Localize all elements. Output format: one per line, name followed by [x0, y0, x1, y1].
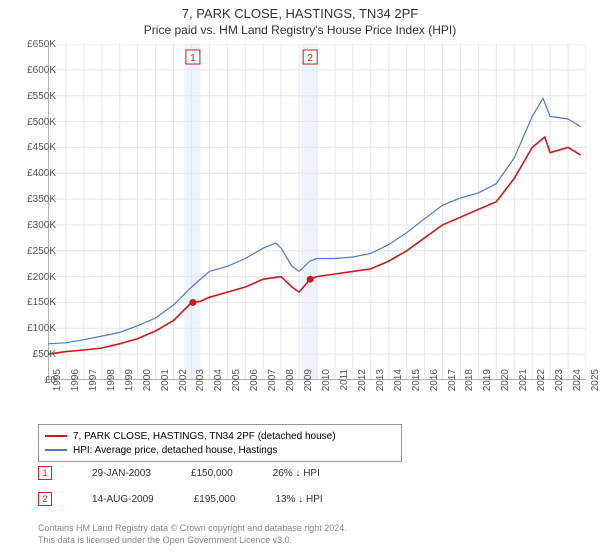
- x-tick-label: 1998: [106, 369, 117, 399]
- x-tick-label: 2017: [447, 369, 458, 399]
- footer: Contains HM Land Registry data © Crown c…: [38, 522, 347, 546]
- x-tick-label: 2015: [411, 369, 422, 399]
- x-tick-label: 1995: [52, 369, 63, 399]
- footer-licence: This data is licensed under the Open Gov…: [38, 534, 347, 546]
- y-tick-label: £600K: [16, 65, 56, 76]
- x-tick-label: 2023: [554, 369, 565, 399]
- x-tick-label: 2010: [321, 369, 332, 399]
- legend: 7, PARK CLOSE, HASTINGS, TN34 2PF (detac…: [38, 424, 402, 462]
- x-tick-label: 2000: [142, 369, 153, 399]
- legend-item-price-paid: 7, PARK CLOSE, HASTINGS, TN34 2PF (detac…: [45, 429, 395, 443]
- y-tick-label: £100K: [16, 323, 56, 334]
- x-tick-label: 2007: [267, 369, 278, 399]
- sale-price: £195,000: [194, 494, 236, 505]
- x-tick-label: 2018: [464, 369, 475, 399]
- x-tick-label: 2022: [536, 369, 547, 399]
- x-tick-label: 2025: [590, 369, 600, 399]
- sale-price: £150,000: [191, 468, 233, 479]
- x-tick-label: 2013: [375, 369, 386, 399]
- x-tick-label: 2003: [195, 369, 206, 399]
- sale-badge-icon: 1: [38, 466, 52, 480]
- y-tick-label: £300K: [16, 220, 56, 231]
- x-tick-label: 2008: [285, 369, 296, 399]
- chart-container: 7, PARK CLOSE, HASTINGS, TN34 2PF Price …: [0, 0, 600, 560]
- legend-label: HPI: Average price, detached house, Hast…: [73, 445, 277, 456]
- x-tick-label: 1997: [88, 369, 99, 399]
- x-tick-label: 2021: [518, 369, 529, 399]
- y-tick-label: £150K: [16, 297, 56, 308]
- chart-area: 12: [48, 44, 586, 380]
- x-tick-label: 1999: [124, 369, 135, 399]
- x-tick-label: 2011: [339, 369, 350, 399]
- svg-text:2: 2: [307, 53, 313, 64]
- x-tick-label: 2024: [572, 369, 583, 399]
- x-tick-label: 2014: [393, 369, 404, 399]
- x-tick-label: 2002: [178, 369, 189, 399]
- y-tick-label: £650K: [16, 39, 56, 50]
- x-tick-label: 1996: [70, 369, 81, 399]
- x-tick-label: 2009: [303, 369, 314, 399]
- sale-row-2: 2 14-AUG-2009 £195,000 13% ↓ HPI: [38, 492, 323, 506]
- legend-swatch-icon: [45, 449, 67, 451]
- x-tick-label: 2004: [213, 369, 224, 399]
- footer-copyright: Contains HM Land Registry data © Crown c…: [38, 522, 347, 534]
- sale-date: 14-AUG-2009: [92, 494, 154, 505]
- x-tick-label: 2020: [500, 369, 511, 399]
- y-tick-label: £0: [16, 375, 56, 386]
- sale-date: 29-JAN-2003: [92, 468, 151, 479]
- y-tick-label: £550K: [16, 91, 56, 102]
- y-tick-label: £400K: [16, 168, 56, 179]
- x-tick-label: 2012: [357, 369, 368, 399]
- legend-label: 7, PARK CLOSE, HASTINGS, TN34 2PF (detac…: [73, 431, 336, 442]
- y-tick-label: £250K: [16, 246, 56, 257]
- sale-row-1: 1 29-JAN-2003 £150,000 26% ↓ HPI: [38, 466, 320, 480]
- sale-badge-icon: 2: [38, 492, 52, 506]
- y-tick-label: £350K: [16, 194, 56, 205]
- x-tick-label: 2005: [231, 369, 242, 399]
- svg-text:1: 1: [190, 53, 196, 64]
- chart-title: 7, PARK CLOSE, HASTINGS, TN34 2PF: [0, 0, 600, 21]
- legend-swatch-icon: [45, 435, 67, 437]
- x-tick-label: 2006: [249, 369, 260, 399]
- chart-subtitle: Price paid vs. HM Land Registry's House …: [0, 21, 600, 37]
- legend-item-hpi: HPI: Average price, detached house, Hast…: [45, 443, 395, 457]
- y-tick-label: £200K: [16, 272, 56, 283]
- y-tick-label: £50K: [16, 349, 56, 360]
- x-tick-label: 2016: [429, 369, 440, 399]
- y-tick-label: £500K: [16, 117, 56, 128]
- x-tick-label: 2019: [482, 369, 493, 399]
- chart-svg: 12: [48, 44, 586, 380]
- sale-delta: 13% ↓ HPI: [275, 494, 322, 505]
- y-tick-label: £450K: [16, 142, 56, 153]
- sale-delta: 26% ↓ HPI: [273, 468, 320, 479]
- x-tick-label: 2001: [160, 369, 171, 399]
